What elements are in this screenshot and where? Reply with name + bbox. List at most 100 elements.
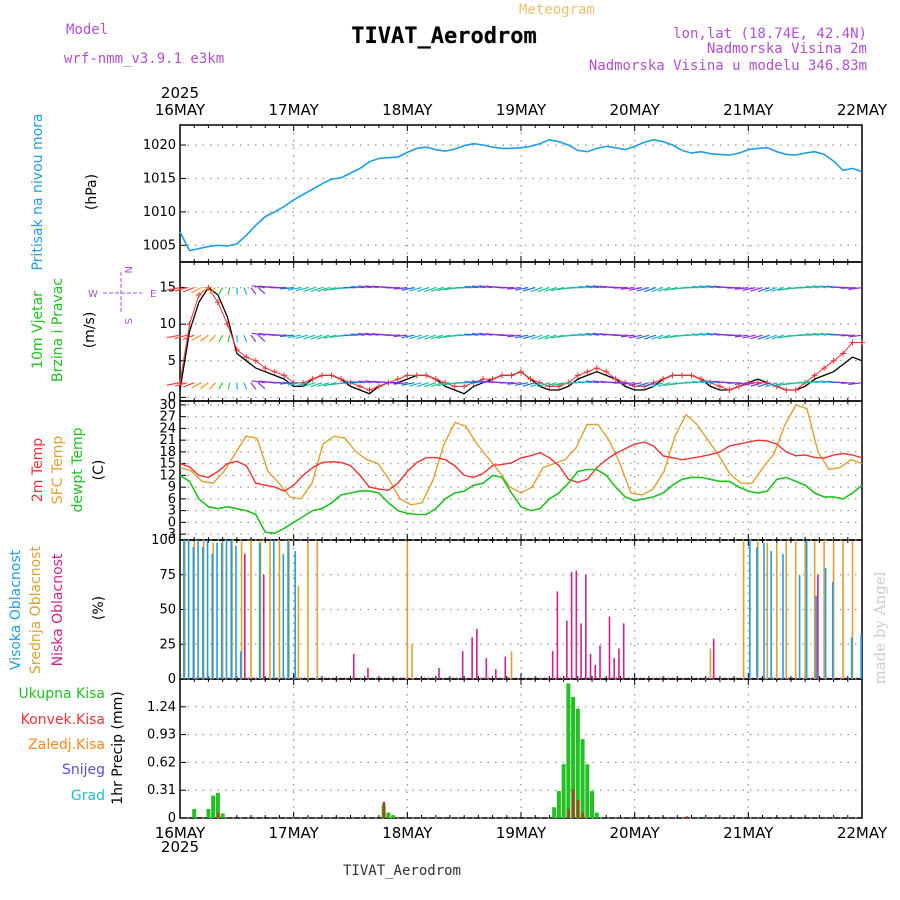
wind-arrow: [182, 334, 195, 341]
wind-arrow: [209, 382, 216, 390]
wind-arrow: [507, 382, 522, 385]
wind-arrow: [209, 287, 216, 295]
wind-ylabel-1: 10m Vjetar: [30, 291, 46, 369]
compass-west: W: [88, 289, 98, 300]
wind-arrow: [765, 334, 777, 340]
wind-arrow: [218, 334, 224, 343]
wind-arrow: [840, 382, 855, 384]
precip-total-bar: [575, 708, 580, 818]
wind-arrow: [706, 285, 720, 289]
date-label-bottom: 20MAY: [610, 824, 661, 842]
height-label: Nadmorska Visina 2m: [707, 41, 867, 57]
y-tick-label: 12: [159, 468, 176, 483]
y-tick-label: 100: [151, 533, 176, 548]
precip-conv-bar: [216, 812, 220, 818]
y-tick-label: 15: [159, 457, 176, 472]
compass-south: S: [122, 318, 133, 324]
wind-arrow: [200, 287, 209, 294]
wind-gust-marker: [205, 284, 212, 291]
wind-arrow: [805, 380, 820, 384]
wind-arrow: [317, 334, 330, 340]
wind-arrow: [578, 333, 593, 336]
temp-2m-line: [179, 439, 863, 492]
y-tick-label: 21: [159, 433, 176, 448]
precip-total-bar: [220, 813, 225, 818]
wind-arrow: [578, 285, 593, 289]
wind-arrow: [478, 332, 493, 336]
wind-arrow: [537, 334, 550, 340]
wind-gust-marker: [508, 372, 515, 379]
precip-total-bar: [215, 792, 220, 818]
wind-gust-marker: [593, 365, 600, 372]
wind-gust-marker: [489, 376, 496, 383]
year-top: 2025: [161, 84, 199, 102]
wind-arrow: [771, 287, 785, 292]
wind-arrow: [522, 382, 536, 387]
pressure-panel: Pritisak na nivou mora (hPa): [30, 113, 100, 270]
wind-gust-marker: [612, 376, 619, 383]
wind-arrow: [585, 380, 600, 384]
wind-arrow: [742, 287, 756, 291]
wind-arrow: [727, 382, 742, 384]
wind-arrow: [771, 382, 785, 387]
wind-arrow: [750, 382, 763, 387]
y-tick-label: 9: [168, 480, 176, 495]
wind-arrow: [507, 287, 522, 290]
wind-arrow: [358, 332, 372, 336]
wind-arrow: [323, 382, 337, 387]
wind-arrow: [174, 287, 188, 292]
wind-arrow: [365, 380, 379, 384]
y-tick-label: -3: [163, 527, 176, 542]
wind-arrow: [742, 334, 756, 339]
wind-gust-marker: [271, 368, 278, 375]
wind-arrow: [840, 287, 855, 289]
wind-arrow: [812, 332, 827, 336]
wind-gust-marker: [432, 376, 439, 383]
wind-arrow: [628, 382, 642, 386]
wind-arrow: [257, 287, 266, 295]
wind-arrow: [734, 334, 749, 338]
wind-gust-marker: [404, 372, 411, 379]
wind-arrow: [416, 287, 429, 293]
panel-frame: [179, 678, 863, 819]
cloud-ylabel-mid: Srednja Oblacnost: [28, 546, 44, 674]
wind-arrow: [544, 334, 557, 340]
y-tick-label: 1020: [143, 138, 176, 153]
wind-arrow: [757, 382, 770, 388]
wind-arrow: [251, 285, 266, 289]
wind-arrow: [401, 382, 415, 386]
wind-arrow: [812, 285, 827, 289]
sfc-temp-line: [179, 404, 863, 506]
y-tick-label: 15: [159, 281, 176, 296]
date-label-top: 20MAY: [610, 101, 661, 119]
cloud-ylabel-high: Visoka Oblacnost: [8, 549, 24, 670]
y-tick-label: 0.62: [147, 755, 176, 770]
wind-arrow: [699, 380, 713, 384]
temp-ylabel-sfc: SFC Temp: [50, 436, 66, 505]
wind-gust-marker: [679, 372, 686, 379]
wind-arrow: [812, 380, 827, 384]
wind-arrow: [243, 382, 248, 390]
wind-gust-marker: [195, 291, 202, 298]
wind-arrow: [478, 380, 493, 384]
precip-total-bar: [580, 739, 585, 818]
y-tick-label: 27: [159, 410, 176, 425]
legend-conv: Konvek.Kisa: [21, 712, 105, 728]
precip-conv-bar: [685, 816, 689, 818]
date-labels-top: 16MAY 17MAY 18MAY 19MAY 20MAY 21MAY 22MAY: [155, 101, 888, 119]
wind-arrow: [310, 334, 323, 340]
wind-arrow: [651, 334, 664, 340]
meteogram-label: Meteogram: [519, 2, 595, 18]
panels: 1005101010151020051015-30369121518212427…: [143, 124, 863, 826]
wind-arrow: [757, 334, 770, 340]
wind-gust-marker: [243, 354, 250, 361]
wind-arrow: [628, 334, 642, 339]
wind-ylabel-2: Brzina i Pravac: [50, 278, 66, 382]
y-tick-label: 0: [168, 811, 176, 826]
wind-arrow: [805, 285, 820, 289]
wind-gust-marker: [338, 376, 345, 383]
wind-arrow: [522, 334, 536, 340]
wind-arrow: [430, 334, 444, 340]
wind-arrow: [401, 334, 415, 339]
